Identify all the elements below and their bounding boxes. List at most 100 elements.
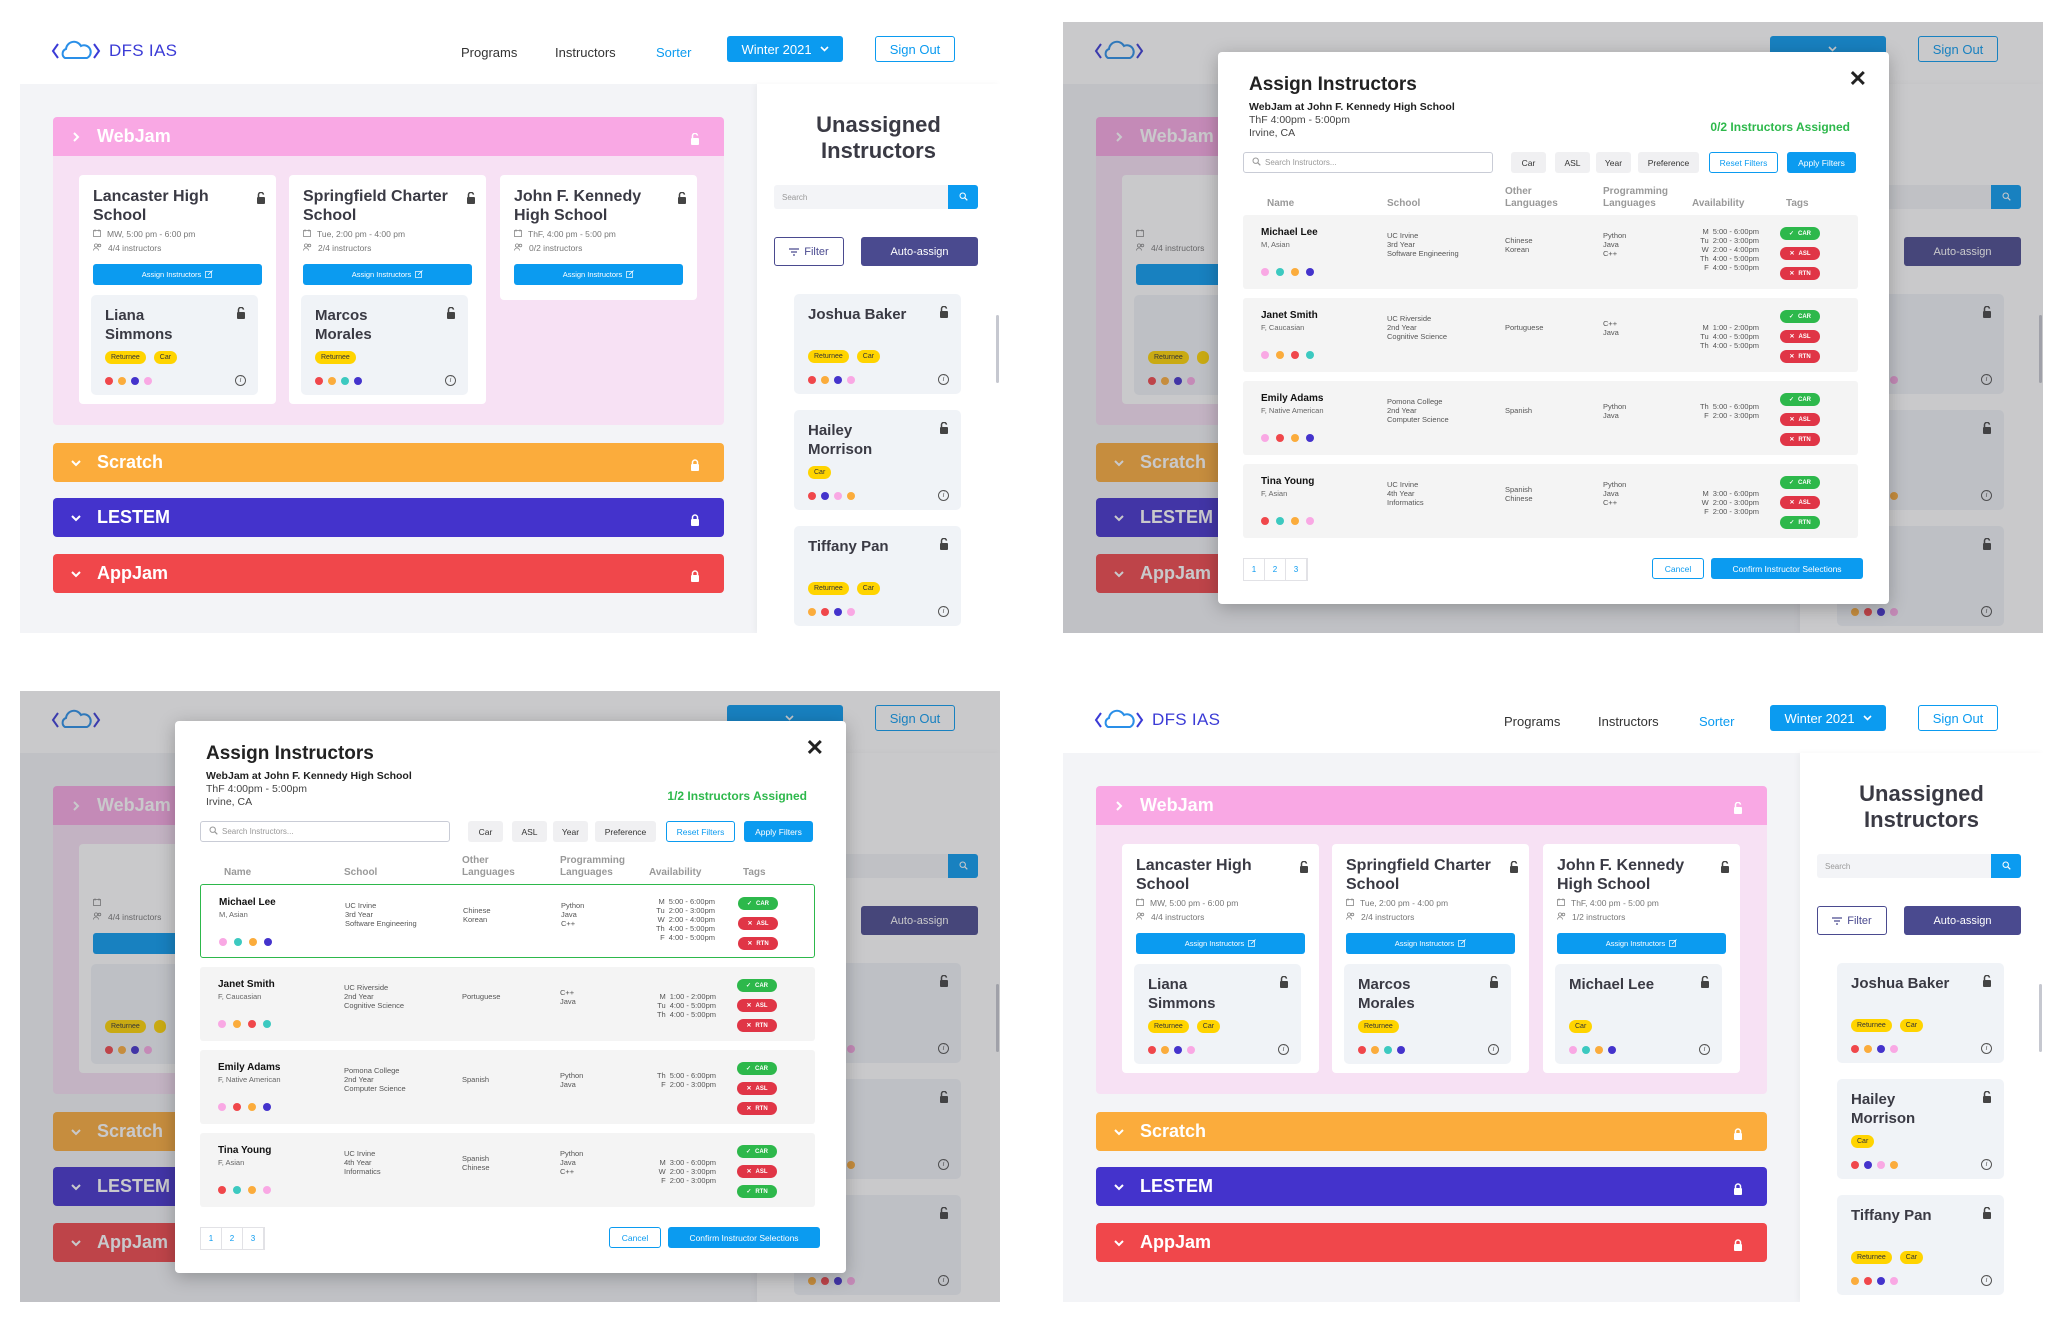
column-header[interactable]: School bbox=[344, 867, 378, 878]
sign-out-button[interactable]: Sign Out bbox=[875, 705, 955, 731]
filter-chip-car[interactable]: Car bbox=[468, 821, 503, 842]
page-3[interactable]: 3 bbox=[1286, 559, 1307, 580]
search-input[interactable]: Search bbox=[774, 185, 978, 209]
instructor-card[interactable]: Liana Simmons Returnee Car i bbox=[1134, 964, 1301, 1064]
filter-chip-car[interactable]: Car bbox=[1511, 152, 1546, 173]
nav-programs[interactable]: Programs bbox=[1504, 714, 1561, 729]
program-header[interactable]: AppJam bbox=[1096, 1223, 1767, 1262]
lock-open-icon[interactable] bbox=[677, 191, 687, 209]
info-icon[interactable]: i bbox=[1981, 1043, 1992, 1054]
instructor-card[interactable]: Michael Lee Car i bbox=[1555, 964, 1722, 1064]
cancel-button[interactable]: Cancel bbox=[609, 1227, 661, 1248]
page-2[interactable]: 2 bbox=[1265, 559, 1286, 580]
instructor-card[interactable]: Joshua Baker Returnee Car i bbox=[794, 294, 961, 394]
confirm-selections-button[interactable]: Confirm Instructor Selections bbox=[1711, 558, 1863, 579]
instructor-row[interactable]: Emily Adams F, Native American Pomona Co… bbox=[200, 1050, 815, 1124]
lock-open-icon[interactable] bbox=[1489, 975, 1499, 993]
info-icon[interactable]: i bbox=[1488, 1044, 1499, 1055]
instructor-card[interactable]: Hailey Morrison Car i bbox=[1837, 1079, 2004, 1179]
lock-icon[interactable] bbox=[1733, 1124, 1743, 1145]
column-header[interactable]: School bbox=[1387, 198, 1421, 209]
filter-button[interactable]: Filter bbox=[1817, 906, 1887, 935]
search-button[interactable] bbox=[948, 185, 978, 209]
column-header[interactable]: Name bbox=[224, 867, 252, 878]
apply-filters-button[interactable]: Apply Filters bbox=[744, 821, 813, 842]
lock-open-icon[interactable] bbox=[1509, 860, 1519, 878]
column-header[interactable]: Programming Languages bbox=[560, 855, 626, 878]
assign-instructors-button[interactable]: Assign Instructors bbox=[1557, 933, 1726, 954]
column-header[interactable]: Tags bbox=[1786, 198, 1809, 209]
info-icon[interactable]: i bbox=[1699, 1044, 1710, 1055]
search-button[interactable] bbox=[1991, 185, 2021, 209]
lock-icon[interactable] bbox=[690, 455, 700, 476]
sign-out-button[interactable]: Sign Out bbox=[1918, 705, 1998, 731]
lock-open-icon[interactable] bbox=[1982, 974, 1992, 992]
instructor-row[interactable]: Michael Lee M, Asian UC Irvine 3rd Year So… bbox=[200, 884, 815, 958]
program-header[interactable]: Scratch bbox=[1096, 1112, 1767, 1151]
program-header[interactable]: AppJam bbox=[53, 554, 724, 593]
program-header[interactable]: Scratch bbox=[53, 443, 724, 482]
lock-open-icon[interactable] bbox=[1982, 305, 1992, 323]
search-button[interactable] bbox=[948, 854, 978, 878]
page-3[interactable]: 3 bbox=[243, 1228, 264, 1249]
sign-out-button[interactable]: Sign Out bbox=[875, 36, 955, 62]
page-1[interactable]: 1 bbox=[1244, 559, 1265, 580]
column-header[interactable]: Programming Languages bbox=[1603, 186, 1669, 209]
instructor-row[interactable]: Janet Smith F, Caucasian UC Riverside 2nd… bbox=[1243, 298, 1858, 372]
lock-open-icon[interactable] bbox=[939, 421, 949, 439]
instructor-row[interactable]: Tina Young F, Asian UC Irvine 4th Year Inf… bbox=[200, 1133, 815, 1207]
scrollbar[interactable] bbox=[996, 315, 999, 383]
page-2[interactable]: 2 bbox=[222, 1228, 243, 1249]
lock-open-icon[interactable] bbox=[939, 1090, 949, 1108]
lock-open-icon[interactable] bbox=[446, 306, 456, 324]
assign-instructors-button[interactable]: Assign Instructors bbox=[93, 264, 262, 285]
lock-icon[interactable] bbox=[1733, 1179, 1743, 1200]
search-input[interactable]: Search bbox=[1817, 854, 2021, 878]
lock-open-icon[interactable] bbox=[236, 306, 246, 324]
filter-chip-asl[interactable]: ASL bbox=[512, 821, 547, 842]
auto-assign-button[interactable]: Auto-assign bbox=[1904, 906, 2021, 935]
logo[interactable] bbox=[1094, 38, 1152, 64]
reset-filters-button[interactable]: Reset Filters bbox=[1709, 152, 1778, 173]
column-header[interactable]: Availability bbox=[649, 867, 702, 878]
info-icon[interactable]: i bbox=[938, 1275, 949, 1286]
logo[interactable] bbox=[51, 707, 109, 733]
instructor-row[interactable]: Tina Young F, Asian UC Irvine 4th Year Inf… bbox=[1243, 464, 1858, 538]
assign-instructors-button[interactable]: Assign Instructors bbox=[514, 264, 683, 285]
confirm-selections-button[interactable]: Confirm Instructor Selections bbox=[668, 1227, 820, 1248]
lock-open-icon[interactable] bbox=[1733, 798, 1743, 819]
lock-open-icon[interactable] bbox=[939, 305, 949, 323]
program-header[interactable]: LESTEM bbox=[1096, 1167, 1767, 1206]
search-instructors-input[interactable]: Search Instructors... bbox=[1243, 152, 1493, 173]
lock-open-icon[interactable] bbox=[466, 191, 476, 209]
instructor-row[interactable]: Michael Lee M, Asian UC Irvine 3rd Year So… bbox=[1243, 215, 1858, 289]
close-icon[interactable]: ✕ bbox=[1848, 66, 1867, 91]
column-header[interactable]: Tags bbox=[743, 867, 766, 878]
info-icon[interactable]: i bbox=[445, 375, 456, 386]
lock-open-icon[interactable] bbox=[1982, 537, 1992, 555]
assign-instructors-button[interactable]: Assign Instructors bbox=[1136, 933, 1305, 954]
lock-open-icon[interactable] bbox=[1279, 975, 1289, 993]
auto-assign-button[interactable]: Auto-assign bbox=[861, 237, 978, 266]
nav-instructors[interactable]: Instructors bbox=[555, 45, 616, 60]
search-button[interactable] bbox=[1991, 854, 2021, 878]
lock-open-icon[interactable] bbox=[690, 129, 700, 150]
info-icon[interactable]: i bbox=[1981, 1275, 1992, 1286]
lock-open-icon[interactable] bbox=[939, 974, 949, 992]
instructor-card[interactable]: Liana Simmons Returnee Car i bbox=[91, 295, 258, 395]
info-icon[interactable]: i bbox=[938, 1043, 949, 1054]
program-header[interactable]: WebJam bbox=[53, 117, 724, 156]
term-dropdown[interactable]: Winter 2021 bbox=[1770, 705, 1886, 731]
filter-chip-preference[interactable]: Preference bbox=[1638, 152, 1699, 173]
info-icon[interactable]: i bbox=[1981, 374, 1992, 385]
filter-chip-year[interactable]: Year bbox=[553, 821, 588, 842]
scrollbar[interactable] bbox=[996, 984, 999, 1052]
nav-instructors[interactable]: Instructors bbox=[1598, 714, 1659, 729]
program-header[interactable]: LESTEM bbox=[53, 498, 724, 537]
instructor-card[interactable]: Marcos Morales Returnee i bbox=[301, 295, 468, 395]
lock-open-icon[interactable] bbox=[1982, 1090, 1992, 1108]
instructor-row[interactable]: Janet Smith F, Caucasian UC Riverside 2nd… bbox=[200, 967, 815, 1041]
lock-open-icon[interactable] bbox=[1299, 860, 1309, 878]
logo[interactable]: DFS IAS bbox=[1094, 707, 1220, 733]
nav-sorter[interactable]: Sorter bbox=[1699, 714, 1735, 729]
